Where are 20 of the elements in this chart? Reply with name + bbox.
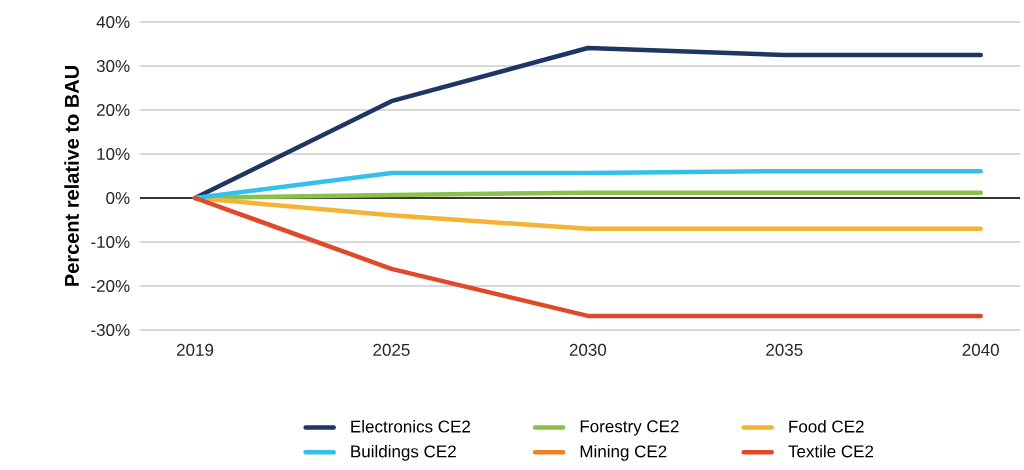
- legend-label: Buildings CE2: [351, 444, 456, 461]
- y-tick-label: 20%: [96, 103, 130, 117]
- x-tick-label: 2019: [176, 343, 214, 356]
- y-tick-label: -20%: [91, 279, 130, 293]
- y-tick-label: -30%: [91, 323, 130, 337]
- y-axis-title: Percent relative to BAU: [64, 66, 79, 286]
- legend-label: Electronics CE2: [351, 420, 470, 433]
- x-tick-label: 2040: [962, 343, 999, 356]
- legend-label: Mining CE2: [580, 444, 667, 461]
- legend-label: Textile CE2: [788, 444, 874, 458]
- y-tick-label: 10%: [97, 147, 130, 161]
- y-tick-label: 0%: [106, 191, 130, 205]
- x-tick-label: 2025: [373, 343, 410, 356]
- x-tick-label: 2035: [766, 343, 803, 356]
- y-tick-label: 30%: [96, 59, 130, 73]
- legend-label: Forestry CE2: [580, 420, 679, 436]
- y-tick-label: 40%: [96, 15, 130, 29]
- y-tick-label: -10%: [91, 235, 130, 249]
- x-tick-label: 2030: [569, 343, 607, 356]
- legend-label: Food CE2: [789, 420, 864, 433]
